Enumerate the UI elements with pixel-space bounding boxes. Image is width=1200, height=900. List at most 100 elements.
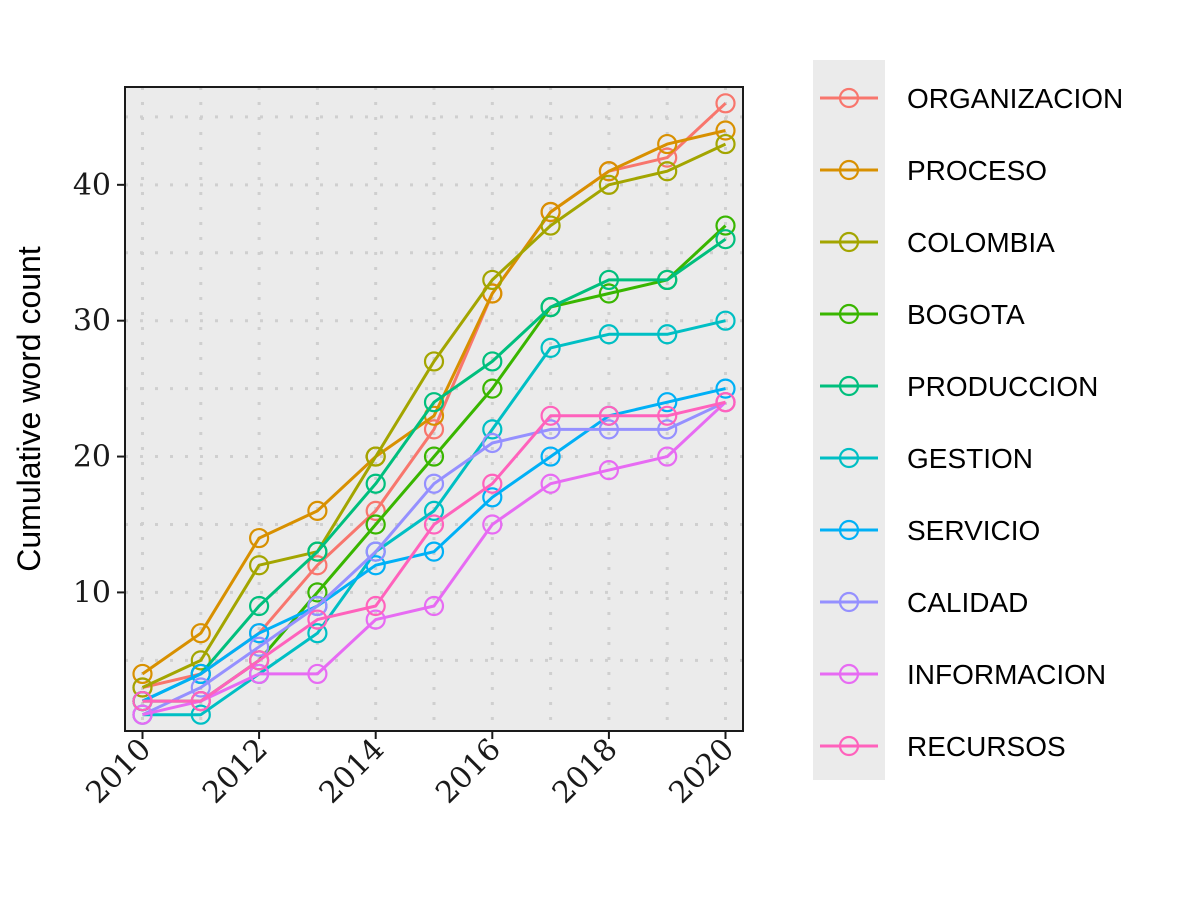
- data-point-colombia: [482, 269, 503, 291]
- legend-key-marker: [838, 375, 860, 397]
- data-point-produccion: [482, 351, 503, 372]
- data-point-servicio: [715, 378, 736, 399]
- data-point-recursos: [248, 650, 270, 671]
- data-point-informacion: [307, 663, 328, 685]
- series-line-colombia: [141, 142, 727, 689]
- data-point-gestion: [423, 500, 445, 521]
- data-point-proceso: [190, 623, 211, 644]
- data-point-calidad: [598, 419, 620, 440]
- data-point-informacion: [248, 663, 270, 685]
- legend-key-marker: [838, 87, 860, 109]
- data-point-recursos: [657, 405, 678, 426]
- data-point-gestion: [598, 324, 620, 345]
- data-point-colombia: [715, 133, 736, 155]
- legend-key-marker: [838, 303, 860, 325]
- data-point-informacion: [598, 460, 620, 481]
- legend-key-marker: [838, 519, 860, 541]
- data-point-informacion: [657, 446, 678, 467]
- data-point-calidad: [248, 636, 270, 657]
- y-tick-label: 30: [73, 304, 111, 339]
- data-point-produccion: [657, 269, 678, 291]
- data-point-informacion: [482, 514, 503, 535]
- data-point-organizacion: [365, 500, 386, 521]
- data-point-bogota: [715, 215, 736, 236]
- data-point-proceso: [248, 527, 270, 549]
- data-point-proceso: [598, 161, 620, 182]
- legend-label-gestion: GESTION: [907, 443, 1033, 474]
- data-point-recursos: [423, 514, 445, 535]
- data-point-bogota: [598, 283, 620, 304]
- y-tick-label: 40: [73, 168, 111, 203]
- data-point-bogota: [365, 514, 386, 535]
- data-point-produccion: [307, 541, 328, 562]
- data-point-recursos: [365, 595, 386, 617]
- data-point-recursos: [598, 405, 620, 426]
- data-point-calidad: [540, 419, 561, 440]
- data-point-calidad: [423, 473, 445, 494]
- series-line-proceso: [141, 129, 726, 676]
- data-point-calidad: [657, 419, 678, 440]
- data-point-colombia: [248, 555, 270, 576]
- data-point-gestion: [307, 623, 328, 644]
- data-point-bogota: [423, 446, 445, 467]
- data-point-informacion: [365, 609, 386, 630]
- series-line-gestion: [142, 319, 726, 717]
- legend-label-proceso: PROCESO: [907, 155, 1047, 186]
- data-point-recursos: [482, 473, 503, 494]
- data-point-recursos: [132, 691, 153, 712]
- data-point-calidad: [365, 541, 386, 562]
- legend-label-servicio: SERVICIO: [907, 515, 1040, 546]
- data-point-calidad: [190, 677, 211, 698]
- y-tick-label: 20: [73, 440, 111, 475]
- data-point-gestion: [715, 310, 736, 331]
- legend-key-marker: [838, 663, 860, 685]
- legend-label-informacion: INFORMACION: [907, 659, 1106, 690]
- data-point-informacion: [423, 595, 445, 617]
- data-point-organizacion: [307, 555, 328, 576]
- data-point-colombia: [540, 215, 561, 236]
- data-point-colombia: [423, 351, 445, 372]
- data-point-produccion: [598, 269, 620, 291]
- data-point-servicio: [248, 623, 270, 644]
- legend-key-marker: [838, 231, 860, 253]
- x-tick-label: 2012: [196, 732, 275, 811]
- data-point-informacion: [132, 704, 153, 725]
- data-point-recursos: [307, 609, 328, 630]
- legend-key-marker: [838, 735, 860, 757]
- data-point-bogota: [482, 378, 503, 399]
- legend-label-produccion: PRODUCCION: [907, 371, 1098, 402]
- data-point-organizacion: [715, 93, 736, 114]
- data-point-proceso: [540, 201, 561, 223]
- data-point-produccion: [715, 229, 736, 250]
- data-point-gestion: [657, 324, 678, 345]
- series-line-servicio: [141, 387, 726, 703]
- series-line-calidad: [141, 400, 727, 717]
- legend-label-bogota: BOGOTA: [907, 299, 1025, 330]
- data-point-calidad: [482, 432, 503, 454]
- data-point-recursos: [190, 691, 211, 712]
- legend: ORGANIZACION PROCESO COLOMBIA BOGOTA PRODUCC…: [820, 83, 1123, 762]
- data-point-informacion: [540, 473, 561, 494]
- data-point-produccion: [365, 473, 386, 494]
- data-point-colombia: [190, 650, 211, 671]
- data-point-produccion: [423, 392, 445, 413]
- data-point-gestion: [190, 704, 211, 725]
- data-point-servicio: [365, 555, 386, 576]
- data-point-colombia: [598, 174, 620, 195]
- legend-label-organizacion: ORGANIZACION: [907, 83, 1123, 114]
- data-point-produccion: [540, 297, 561, 318]
- data-point-gestion: [482, 419, 503, 440]
- series-line-informacion: [142, 401, 727, 717]
- data-point-recursos: [715, 392, 736, 413]
- data-point-servicio: [482, 487, 503, 508]
- x-tick-label: 2018: [546, 732, 625, 811]
- x-tick-label: 2020: [662, 732, 741, 811]
- data-point-servicio: [190, 663, 211, 685]
- data-point-colombia: [132, 677, 153, 698]
- data-point-colombia: [657, 161, 678, 182]
- legend-label-calidad: CALIDAD: [907, 587, 1028, 618]
- x-tick-label: 2014: [313, 732, 392, 811]
- data-point-produccion: [248, 595, 270, 617]
- series-line-recursos: [142, 400, 726, 703]
